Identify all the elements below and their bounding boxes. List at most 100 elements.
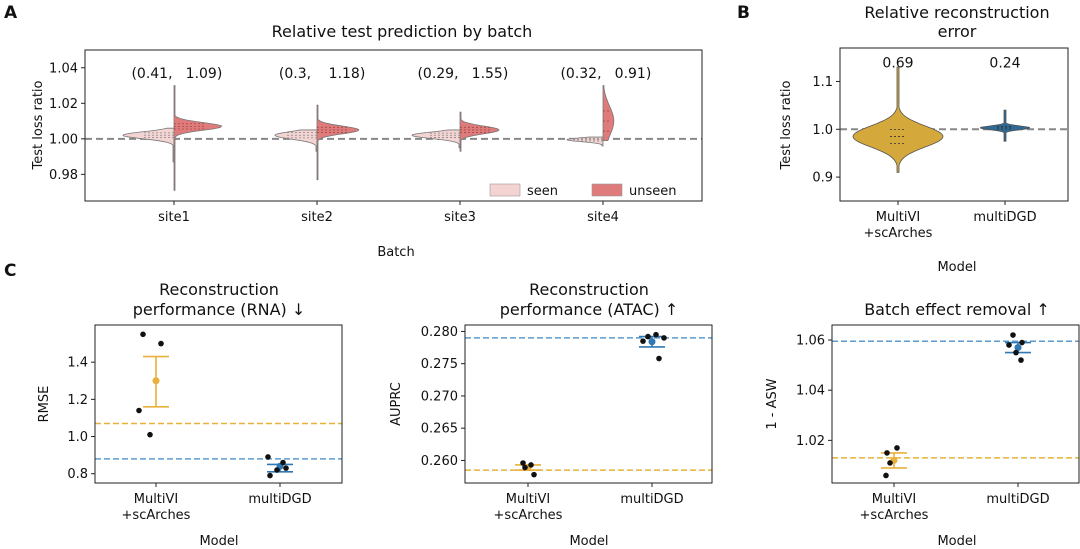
panel-a-ytick-label: 1.04	[49, 61, 78, 76]
violin-multidgd	[980, 109, 1030, 142]
annotation-right-site4: 0.91)	[615, 66, 652, 82]
data-point	[158, 340, 164, 347]
panel-c3-frame	[831, 324, 1080, 484]
panel-c2-ytick-label: 0.280	[421, 325, 458, 340]
data-point	[520, 460, 526, 466]
legend-swatch-seen	[489, 183, 521, 197]
mean-point-1	[648, 338, 656, 346]
panel-c1-ytick-label: 0.8	[67, 467, 88, 482]
panel-c2-ytick-label: 0.265	[421, 422, 458, 437]
annotation-left-site2: (0.3,	[279, 66, 311, 82]
data-point	[267, 472, 273, 479]
data-point	[147, 431, 153, 438]
violin-seen-site2	[274, 129, 318, 152]
panel-c1-ytick-label: 1.4	[67, 356, 88, 371]
data-point	[280, 459, 286, 466]
panel-c1-ylabel: RMSE	[37, 386, 52, 423]
data-point	[140, 331, 146, 338]
panel-b-title-line-2: error	[938, 22, 977, 41]
data-point	[887, 460, 893, 466]
data-point	[522, 464, 528, 471]
legend-label-unseen: unseen	[629, 184, 677, 199]
panel-c1-title-line-1: Reconstruction	[159, 280, 279, 299]
legend-swatch-unseen	[591, 183, 623, 197]
panel-b-xtick-label: multiDGD	[973, 210, 1036, 225]
panel-c2-chart: Reconstruction performance (ATAC) ↑ Mult…	[389, 280, 713, 549]
data-point	[1010, 332, 1016, 338]
panel-c2-xlabel: Model	[569, 534, 608, 549]
data-point	[656, 355, 662, 362]
panel-b-ytick-label: 1.1	[812, 75, 833, 90]
panel-a-xtick-label: site4	[587, 210, 619, 225]
panel-c3-xlabel: Model	[937, 534, 976, 549]
panel-c1-xtick-label: MultiVI	[134, 492, 179, 507]
panel-b-xtick-label: MultiVI	[876, 210, 921, 225]
panel-c2-ytick-label: 0.260	[421, 454, 458, 469]
panel-c2-ytick-label: 0.270	[421, 389, 458, 404]
panel-a-ytick-label: 1.00	[49, 132, 78, 147]
panel-c1-chart: Reconstruction performance (RNA) ↓ Multi…	[37, 280, 343, 549]
panel-b-ytick-label: 0.9	[812, 171, 833, 186]
panel-c3-ytick-label: 1.06	[796, 334, 825, 349]
panel-c2-xtick-label: multiDGD	[620, 492, 683, 507]
annotation-right-site1: 1.09)	[186, 66, 223, 82]
data-point	[265, 454, 271, 460]
panel-a-xtick-label: site1	[158, 210, 190, 225]
data-point	[1013, 349, 1019, 356]
panel-c2-title-line-1: Reconstruction	[529, 280, 649, 299]
panel-c3-plot: MultiVI+scArches multiDGD 1.02 1.04 1.06	[796, 332, 1079, 523]
annotation-left-site1: (0.41,	[131, 66, 172, 82]
data-point	[894, 445, 900, 451]
data-point	[883, 472, 889, 479]
violin-seen-site1	[122, 127, 175, 163]
panel-a-plot: (0.41, 1.09) site1 (0.3, 1.18) site2 (0.29, 1.5…	[49, 61, 702, 225]
panel-a-frame	[84, 49, 703, 202]
panel-b-xtick-label: +scArches	[864, 226, 933, 241]
panel-b-ylabel: Test loss ratio	[779, 80, 794, 170]
panel-b-title-line-1: Relative reconstruction	[864, 3, 1049, 22]
data-point	[1019, 339, 1025, 346]
panel-a-xlabel: Batch	[377, 245, 414, 260]
panel-c2-xtick-label: +scArches	[494, 508, 563, 523]
violin-unseen-site1	[173, 85, 223, 191]
data-point	[661, 335, 667, 341]
panel-c3-title: Batch effect removal ↑	[864, 300, 1050, 319]
violin-unseen-site2	[316, 104, 360, 181]
annotation-left-site3: (0.29,	[417, 66, 458, 82]
annotation-right-site2: 1.18)	[329, 66, 366, 82]
panel-c2-frame	[464, 324, 713, 484]
data-point	[1006, 342, 1012, 348]
annotation-left-site4: (0.32,	[560, 66, 601, 82]
panel-b-frame	[839, 47, 1069, 202]
annotation-multivi: 0.69	[882, 55, 913, 71]
panel-b-ytick-label: 1.0	[812, 123, 833, 138]
panel-a-legend: seen unseen	[489, 183, 677, 199]
panel-b-chart: Relative reconstruction error 0.69 MultiV…	[779, 3, 1069, 275]
panel-c3-xtick-label: multiDGD	[986, 492, 1049, 507]
panel-c1-xtick-label: multiDGD	[248, 492, 311, 507]
panel-c3-ytick-label: 1.04	[796, 384, 825, 399]
panel-c1-plot: MultiVI+scArches multiDGD 0.8 1.0 1.2 1.4	[67, 331, 342, 523]
panel-c1-ytick-label: 1.2	[67, 393, 88, 408]
mean-point-1	[1014, 344, 1022, 352]
data-point	[645, 333, 651, 340]
panel-a-xtick-label: site3	[444, 210, 476, 225]
panel-b-plot: 0.69 MultiVI+scArches 0.24 multiDGD 0.9 1.0 1.…	[812, 55, 1068, 241]
panel-letter-a: A	[4, 3, 18, 23]
legend-label-seen: seen	[527, 184, 558, 199]
data-point	[531, 471, 537, 478]
panel-a-chart: Relative test prediction by batch (0.41,…	[31, 22, 703, 260]
panel-c1-xtick-label: +scArches	[122, 508, 191, 523]
panel-c3-xtick-label: MultiVI	[872, 492, 917, 507]
panel-c2-title-line-2: performance (ATAC) ↑	[500, 300, 679, 319]
panel-a-title: Relative test prediction by batch	[272, 22, 533, 41]
panel-letter-c: C	[4, 261, 16, 281]
panel-letter-b: B	[737, 3, 750, 23]
violin-unseen-site3	[459, 111, 500, 152]
panel-a-ytick-label: 1.02	[49, 97, 78, 112]
panel-c1-ytick-label: 1.0	[67, 430, 88, 445]
data-point	[274, 467, 280, 473]
panel-a-xtick-label: site2	[301, 210, 333, 225]
panel-c3-ylabel: 1 - ASW	[765, 378, 780, 429]
